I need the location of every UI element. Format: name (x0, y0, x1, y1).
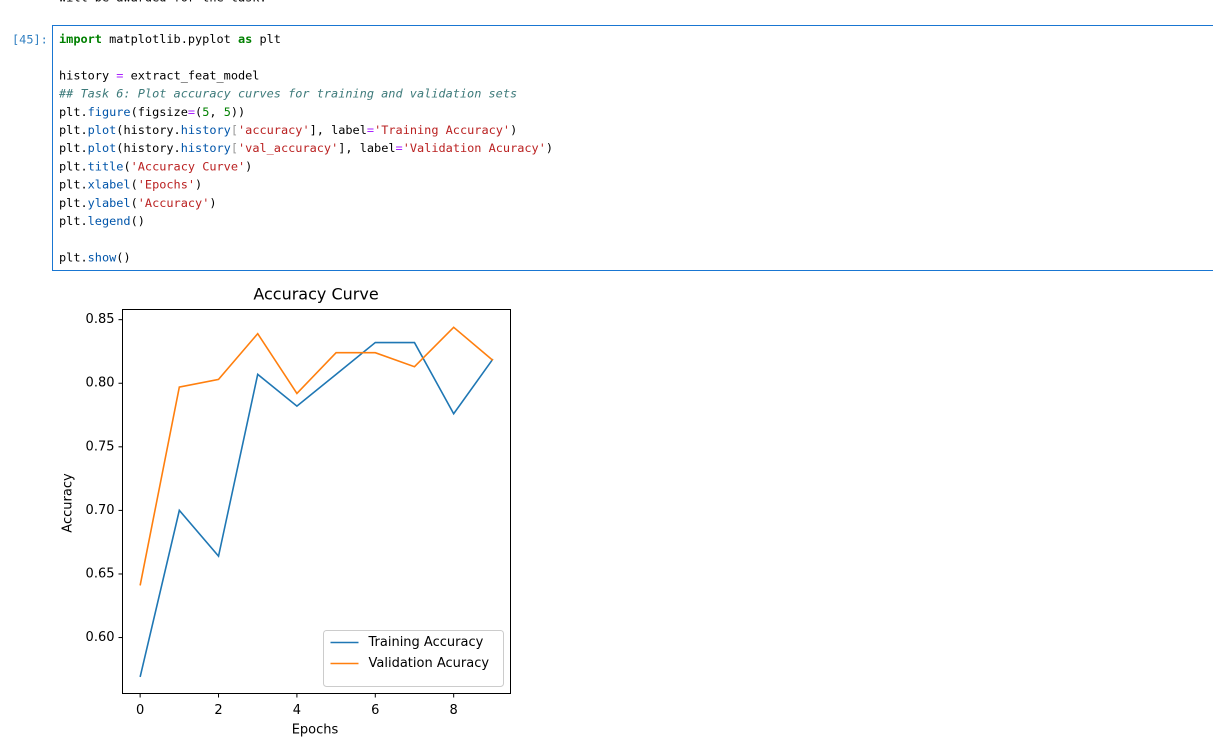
code-line: ## Task 6: Plot accuracy curves for trai… (58, 86, 517, 100)
code-token: ( (131, 195, 138, 209)
code-token: plot (88, 141, 117, 155)
code-token: ], label (310, 123, 367, 137)
code-token: plt. (59, 195, 88, 209)
code-token: ( (131, 177, 138, 191)
code-token: plt. (59, 177, 88, 191)
y-tick-label: 0.75 (86, 439, 115, 454)
y-axis-label: Accuracy (61, 473, 76, 533)
code-token: extract_feat_model (123, 68, 259, 82)
code-token: 'Validation Acuracy' (403, 141, 546, 155)
prior-text: will be awarded for the task. (59, 0, 267, 5)
code-editor[interactable]: import matplotlib.pyplot as plt history =… (58, 32, 553, 264)
code-line: plt.title('Accuracy Curve') (59, 159, 252, 173)
code-token: ## Task 6: Plot accuracy curves for trai… (58, 86, 517, 100)
legend-box (323, 630, 504, 687)
code-token: (history. (116, 141, 180, 155)
code-token: figure (88, 104, 131, 118)
chart-title: Accuracy Curve (253, 285, 378, 304)
x-tick-label: 2 (214, 703, 222, 718)
code-token: 'Accuracy' (138, 195, 210, 209)
code-line: plt.show() (59, 250, 131, 264)
code-token: history (181, 141, 231, 155)
code-token: 5 (224, 104, 231, 118)
code-token: 'Epochs' (138, 177, 195, 191)
code-token: 'val_accuracy' (238, 141, 338, 155)
x-axis-label: Epochs (292, 723, 339, 738)
code-token: [ (231, 141, 238, 155)
x-tick-label: 0 (136, 703, 144, 718)
code-line: history = extract_feat_model (59, 68, 259, 82)
code-token: ) (195, 177, 202, 191)
code-token: , (209, 104, 223, 118)
code-token: ) (209, 195, 216, 209)
code-token: history (59, 68, 116, 82)
code-token: () (131, 214, 145, 228)
legend: Training Accuracy Validation Acuracy (323, 630, 504, 687)
legend-label: Training Accuracy (368, 635, 484, 650)
code-token: 'Accuracy Curve' (131, 159, 246, 173)
code-token: ( (195, 104, 202, 118)
code-token: import (59, 32, 102, 46)
code-token: ], label (338, 141, 395, 155)
x-tick-label: 6 (371, 703, 379, 718)
code-token: ) (510, 123, 517, 137)
code-token: 5 (202, 104, 209, 118)
code-token: (history. (116, 123, 180, 137)
code-token: plt. (59, 250, 88, 264)
code-token: = (367, 123, 374, 137)
y-tick-label: 0.65 (86, 566, 115, 581)
code-line: plt.ylabel('Accuracy') (59, 195, 217, 209)
cell-prompt: [45]: (12, 33, 48, 47)
code-token: plt (252, 32, 281, 46)
code-token: 'Training Accuracy' (374, 123, 510, 137)
code-line: plt.xlabel('Epochs') (59, 177, 202, 191)
code-token: [ (231, 123, 238, 137)
code-token: 'accuracy' (238, 123, 310, 137)
legend-label: Validation Acuracy (369, 656, 490, 671)
code-token: show (88, 250, 117, 264)
plot-frame (122, 309, 511, 694)
code-token: ( (123, 159, 130, 173)
code-line: plt.plot(history.history['val_accuracy']… (59, 141, 553, 155)
x-tick-label: 4 (293, 703, 301, 718)
code-token: as (238, 32, 252, 46)
line-series (139, 341, 494, 678)
code-token: xlabel (88, 177, 131, 191)
code-token: matplotlib.pyplot (102, 32, 238, 46)
code-line: plt.plot(history.history['accuracy'], la… (59, 123, 517, 137)
plot-area: 0 2 4 6 8 0.60 0.65 0.70 0.75 0.80 0.85 Training Ac… (86, 312, 504, 718)
y-tick-label: 0.70 (86, 503, 115, 518)
code-token: plt. (59, 159, 88, 173)
code-token: () (116, 250, 130, 264)
y-tick-label: 0.60 (86, 630, 115, 645)
line-series (139, 326, 494, 586)
code-line: plt.figure(figsize=(5, 5)) (59, 104, 245, 118)
code-token: = (188, 104, 195, 118)
y-tick-label: 0.80 (86, 376, 115, 391)
code-token: title (88, 159, 124, 173)
code-token: legend (88, 214, 131, 228)
code-token: (figsize (131, 104, 188, 118)
code-token: plot (88, 123, 117, 137)
code-token: = (116, 68, 123, 82)
code-line: plt.legend() (59, 214, 145, 228)
code-token: = (396, 141, 403, 155)
code-token: ) (245, 159, 252, 173)
code-line: import matplotlib.pyplot as plt (59, 32, 281, 46)
code-token: plt. (59, 104, 88, 118)
y-tick-label: 0.85 (86, 312, 115, 327)
x-tick-label: 8 (450, 703, 458, 718)
code-token: ylabel (88, 195, 131, 209)
code-token: plt. (59, 141, 88, 155)
code-token: plt. (59, 214, 88, 228)
code-token: ) (546, 141, 553, 155)
code-token: )) (231, 104, 245, 118)
code-token: history (181, 123, 231, 137)
code-cell[interactable] (52, 25, 1213, 271)
code-token: plt. (59, 123, 88, 137)
